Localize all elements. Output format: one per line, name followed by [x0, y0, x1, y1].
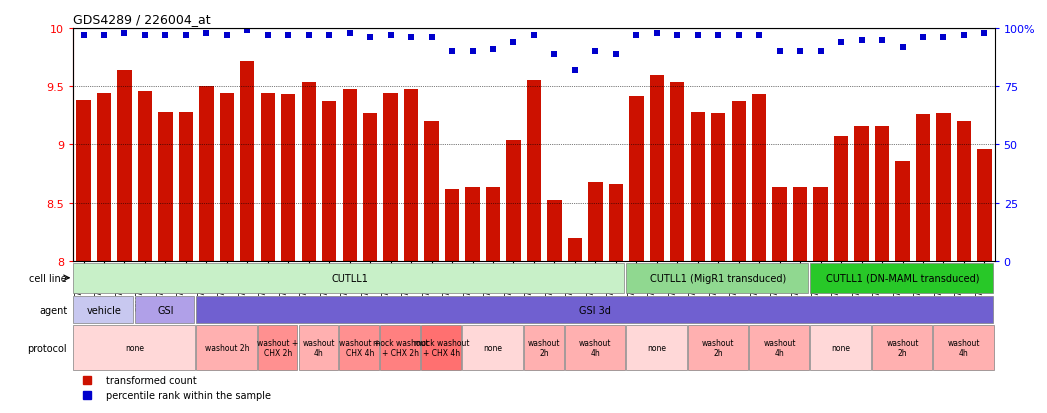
- FancyBboxPatch shape: [524, 325, 563, 370]
- Text: mock washout
+ CHX 4h: mock washout + CHX 4h: [414, 338, 470, 358]
- Text: GSI: GSI: [157, 305, 174, 315]
- Bar: [138, 92, 152, 261]
- Bar: [240, 62, 254, 261]
- Text: washout
4h: washout 4h: [763, 338, 796, 358]
- Bar: [752, 95, 766, 261]
- FancyBboxPatch shape: [688, 325, 748, 370]
- Text: GDS4289 / 226004_at: GDS4289 / 226004_at: [73, 13, 210, 26]
- FancyBboxPatch shape: [258, 325, 297, 370]
- Bar: [916, 115, 930, 261]
- Bar: [486, 188, 500, 261]
- Bar: [76, 101, 91, 261]
- Text: CUTLL1: CUTLL1: [331, 273, 369, 283]
- Text: none: none: [484, 343, 503, 352]
- Text: washout 2h: washout 2h: [204, 343, 249, 352]
- Bar: [548, 201, 561, 261]
- Text: cell line: cell line: [29, 273, 67, 283]
- Bar: [814, 188, 828, 261]
- Bar: [833, 137, 848, 261]
- Text: washout
2h: washout 2h: [886, 338, 919, 358]
- Bar: [302, 82, 316, 261]
- Text: protocol: protocol: [27, 343, 67, 353]
- Bar: [158, 113, 173, 261]
- Text: none: none: [126, 343, 144, 352]
- Text: washout
4h: washout 4h: [579, 338, 611, 358]
- FancyBboxPatch shape: [810, 325, 871, 370]
- Bar: [608, 185, 623, 261]
- FancyBboxPatch shape: [463, 325, 522, 370]
- Bar: [342, 89, 357, 261]
- FancyBboxPatch shape: [810, 263, 993, 293]
- Bar: [507, 140, 520, 261]
- Bar: [567, 238, 582, 261]
- Bar: [875, 126, 889, 261]
- FancyBboxPatch shape: [564, 325, 625, 370]
- Text: washout
4h: washout 4h: [948, 338, 980, 358]
- Bar: [383, 94, 398, 261]
- FancyBboxPatch shape: [933, 325, 994, 370]
- Bar: [179, 113, 193, 261]
- Bar: [895, 161, 910, 261]
- Bar: [445, 189, 460, 261]
- Text: washout +
CHX 2h: washout + CHX 2h: [258, 338, 298, 358]
- Bar: [649, 75, 664, 261]
- Bar: [588, 182, 603, 261]
- Bar: [363, 114, 377, 261]
- FancyBboxPatch shape: [626, 263, 808, 293]
- Bar: [957, 122, 972, 261]
- Bar: [629, 96, 644, 261]
- Text: CUTLL1 (MigR1 transduced): CUTLL1 (MigR1 transduced): [650, 273, 786, 283]
- Bar: [670, 82, 685, 261]
- Text: GSI 3d: GSI 3d: [579, 305, 611, 315]
- Bar: [261, 94, 275, 261]
- Text: agent: agent: [39, 305, 67, 315]
- Bar: [936, 114, 951, 261]
- Text: none: none: [831, 343, 850, 352]
- Bar: [322, 102, 336, 261]
- FancyBboxPatch shape: [73, 325, 195, 370]
- FancyBboxPatch shape: [872, 325, 932, 370]
- FancyBboxPatch shape: [196, 297, 993, 323]
- FancyBboxPatch shape: [626, 325, 687, 370]
- Text: percentile rank within the sample: percentile rank within the sample: [106, 390, 270, 400]
- Text: CUTLL1 (DN-MAML transduced): CUTLL1 (DN-MAML transduced): [826, 273, 979, 283]
- Bar: [711, 114, 726, 261]
- FancyBboxPatch shape: [749, 325, 809, 370]
- Text: washout +
CHX 4h: washout + CHX 4h: [339, 338, 380, 358]
- Text: washout
2h: washout 2h: [528, 338, 560, 358]
- Bar: [220, 94, 235, 261]
- FancyBboxPatch shape: [380, 325, 420, 370]
- Bar: [117, 71, 132, 261]
- Text: washout
4h: washout 4h: [303, 338, 335, 358]
- Bar: [465, 188, 480, 261]
- Bar: [424, 122, 439, 261]
- Bar: [691, 113, 705, 261]
- Bar: [793, 188, 807, 261]
- Text: vehicle: vehicle: [87, 305, 121, 315]
- Bar: [281, 95, 295, 261]
- Bar: [96, 94, 111, 261]
- FancyBboxPatch shape: [73, 263, 624, 293]
- FancyBboxPatch shape: [73, 297, 133, 323]
- FancyBboxPatch shape: [298, 325, 338, 370]
- Bar: [773, 188, 787, 261]
- Bar: [199, 87, 214, 261]
- Text: mock washout
+ CHX 2h: mock washout + CHX 2h: [373, 338, 428, 358]
- FancyBboxPatch shape: [339, 325, 379, 370]
- Bar: [977, 150, 992, 261]
- Bar: [527, 81, 541, 261]
- Bar: [404, 89, 419, 261]
- FancyBboxPatch shape: [135, 297, 194, 323]
- FancyBboxPatch shape: [196, 325, 257, 370]
- Text: transformed count: transformed count: [106, 375, 196, 385]
- Text: washout
2h: washout 2h: [701, 338, 735, 358]
- Bar: [732, 102, 745, 261]
- Bar: [854, 126, 869, 261]
- FancyBboxPatch shape: [421, 325, 462, 370]
- Text: none: none: [647, 343, 666, 352]
